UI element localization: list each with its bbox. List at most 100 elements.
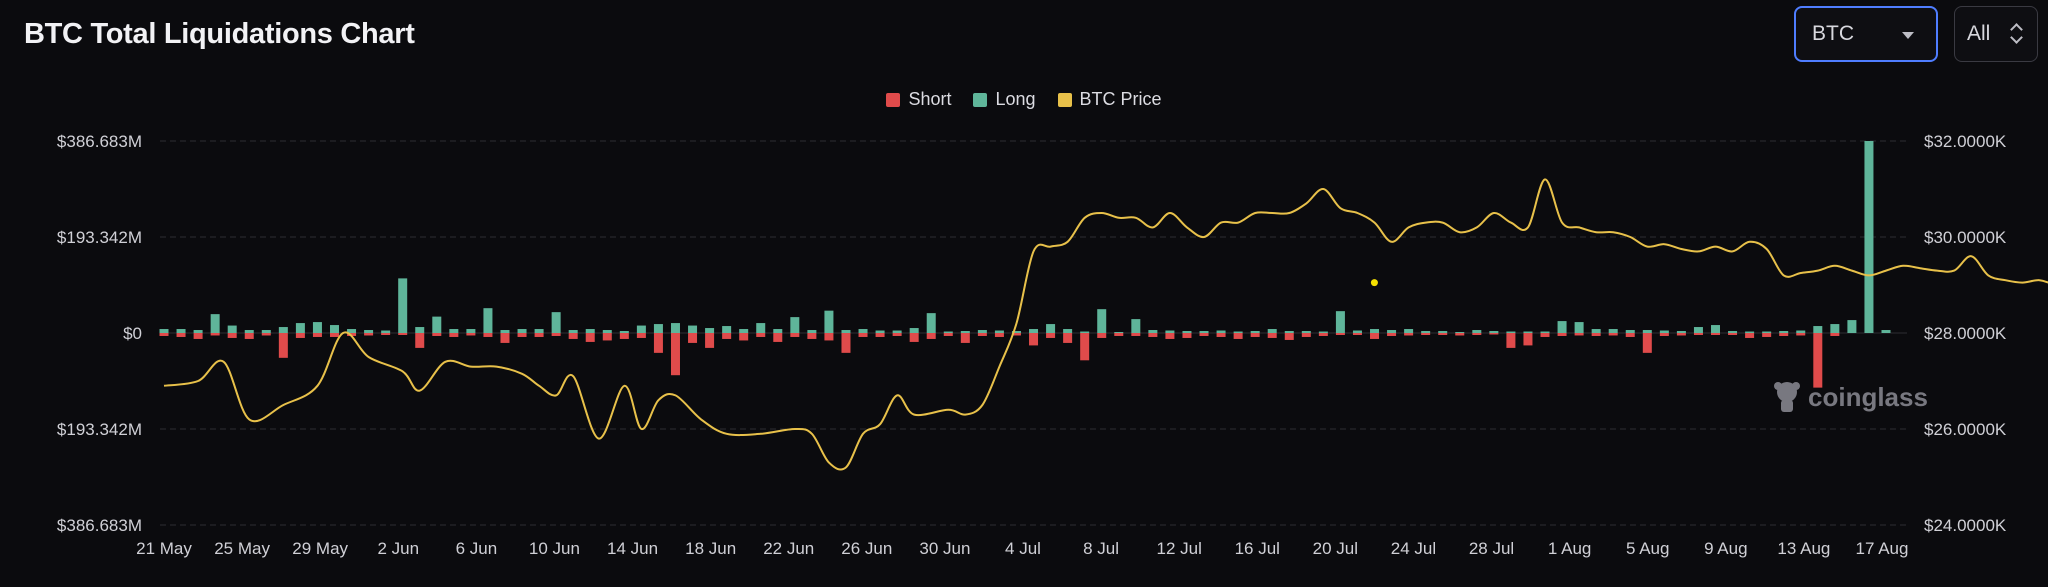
short-bar bbox=[1182, 333, 1192, 338]
short-bar bbox=[1233, 333, 1243, 339]
long-bar bbox=[466, 329, 476, 333]
short-bar bbox=[602, 333, 612, 341]
long-bar bbox=[875, 330, 885, 333]
short-bar bbox=[1762, 333, 1772, 337]
long-bar bbox=[1472, 330, 1482, 333]
short-bar bbox=[926, 333, 936, 339]
short-bar bbox=[1011, 333, 1021, 336]
short-bar bbox=[1676, 333, 1686, 336]
long-bar bbox=[722, 326, 732, 333]
short-bar bbox=[278, 333, 288, 358]
long-bar bbox=[517, 329, 527, 333]
x-tick-label: 4 Jul bbox=[1005, 539, 1041, 558]
range-select[interactable]: All bbox=[1954, 6, 2038, 62]
legend-item-price[interactable]: BTC Price bbox=[1057, 89, 1162, 110]
long-bar bbox=[398, 278, 408, 333]
short-bar bbox=[1557, 333, 1567, 336]
short-bar bbox=[227, 333, 237, 338]
short-bar bbox=[568, 333, 578, 339]
long-bar bbox=[1421, 331, 1431, 333]
x-tick-label: 17 Aug bbox=[1856, 539, 1909, 558]
short-bar bbox=[1267, 333, 1277, 338]
long-bar bbox=[824, 310, 834, 333]
long-bar bbox=[244, 330, 254, 333]
long-bar bbox=[1659, 330, 1669, 333]
long-bar bbox=[1642, 330, 1652, 333]
long-bar bbox=[977, 330, 987, 333]
long-bar bbox=[636, 325, 646, 333]
long-bar bbox=[994, 330, 1004, 333]
short-bar bbox=[1284, 333, 1294, 340]
x-tick-label: 13 Aug bbox=[1777, 539, 1830, 558]
long-bar bbox=[705, 328, 715, 333]
short-bar bbox=[960, 333, 970, 343]
long-bar bbox=[1216, 330, 1226, 333]
long-bar bbox=[1404, 329, 1414, 333]
long-bar bbox=[1080, 331, 1090, 333]
long-bar bbox=[585, 329, 595, 333]
short-bar bbox=[483, 333, 493, 337]
short-bar bbox=[415, 333, 425, 348]
short-bar bbox=[739, 333, 749, 341]
long-bar bbox=[1796, 330, 1806, 333]
short-bar bbox=[858, 333, 868, 337]
x-tick-label: 24 Jul bbox=[1391, 539, 1436, 558]
short-bar bbox=[1625, 333, 1635, 337]
x-tick-label: 10 Jun bbox=[529, 539, 580, 558]
long-bar bbox=[1131, 319, 1141, 333]
chart-legend: Short Long BTC Price bbox=[0, 89, 2048, 110]
long-bar bbox=[415, 327, 425, 333]
x-tick-label: 8 Jul bbox=[1083, 539, 1119, 558]
long-bar bbox=[1745, 331, 1755, 333]
short-bar bbox=[1352, 333, 1362, 335]
long-bar bbox=[1335, 311, 1345, 333]
x-tick-label: 12 Jul bbox=[1156, 539, 1201, 558]
short-bar bbox=[1216, 333, 1226, 337]
x-tick-label: 22 Jun bbox=[763, 539, 814, 558]
short-bar bbox=[1421, 333, 1431, 335]
coin-select[interactable]: BTC bbox=[1794, 6, 1938, 62]
short-bar bbox=[1404, 333, 1414, 336]
long-bar bbox=[1097, 309, 1107, 333]
long-bar bbox=[1830, 324, 1840, 333]
x-tick-label: 25 May bbox=[214, 539, 270, 558]
short-bar bbox=[1608, 333, 1618, 336]
short-bar bbox=[1301, 333, 1311, 337]
short-bar bbox=[329, 333, 339, 337]
short-bar bbox=[1335, 333, 1345, 335]
short-bar bbox=[466, 333, 476, 336]
y-left-tick-label: $193.342M bbox=[57, 228, 142, 247]
long-bar bbox=[176, 329, 186, 333]
short-bar bbox=[1472, 333, 1482, 335]
legend-item-short[interactable]: Short bbox=[886, 89, 951, 110]
long-bar bbox=[943, 331, 953, 333]
short-bar bbox=[551, 333, 561, 336]
legend-item-long[interactable]: Long bbox=[973, 89, 1036, 110]
long-bar bbox=[534, 329, 544, 333]
long-bar bbox=[1455, 332, 1465, 333]
long-bar bbox=[1779, 331, 1789, 333]
short-bar bbox=[500, 333, 510, 343]
long-bar bbox=[1233, 331, 1243, 333]
short-bar bbox=[1250, 333, 1260, 337]
long-bar bbox=[1011, 331, 1021, 333]
short-bar bbox=[943, 333, 953, 336]
x-tick-label: 2 Jun bbox=[377, 539, 419, 558]
short-bar bbox=[1131, 333, 1141, 336]
long-swatch bbox=[973, 92, 988, 107]
short-bar bbox=[1591, 333, 1601, 336]
short-bar bbox=[1080, 333, 1090, 361]
short-bar bbox=[347, 333, 357, 336]
short-bar bbox=[790, 333, 800, 337]
long-bar bbox=[364, 330, 374, 333]
short-bar bbox=[534, 333, 544, 337]
x-tick-label: 5 Aug bbox=[1626, 539, 1670, 558]
long-bar bbox=[1762, 331, 1772, 333]
x-tick-label: 30 Jun bbox=[919, 539, 970, 558]
range-select-value: All bbox=[1967, 22, 1991, 45]
long-bar bbox=[1540, 331, 1550, 333]
y-right-tick-label: $32.0000K bbox=[1924, 132, 2007, 151]
long-bar bbox=[960, 331, 970, 333]
short-bar bbox=[1693, 333, 1703, 335]
